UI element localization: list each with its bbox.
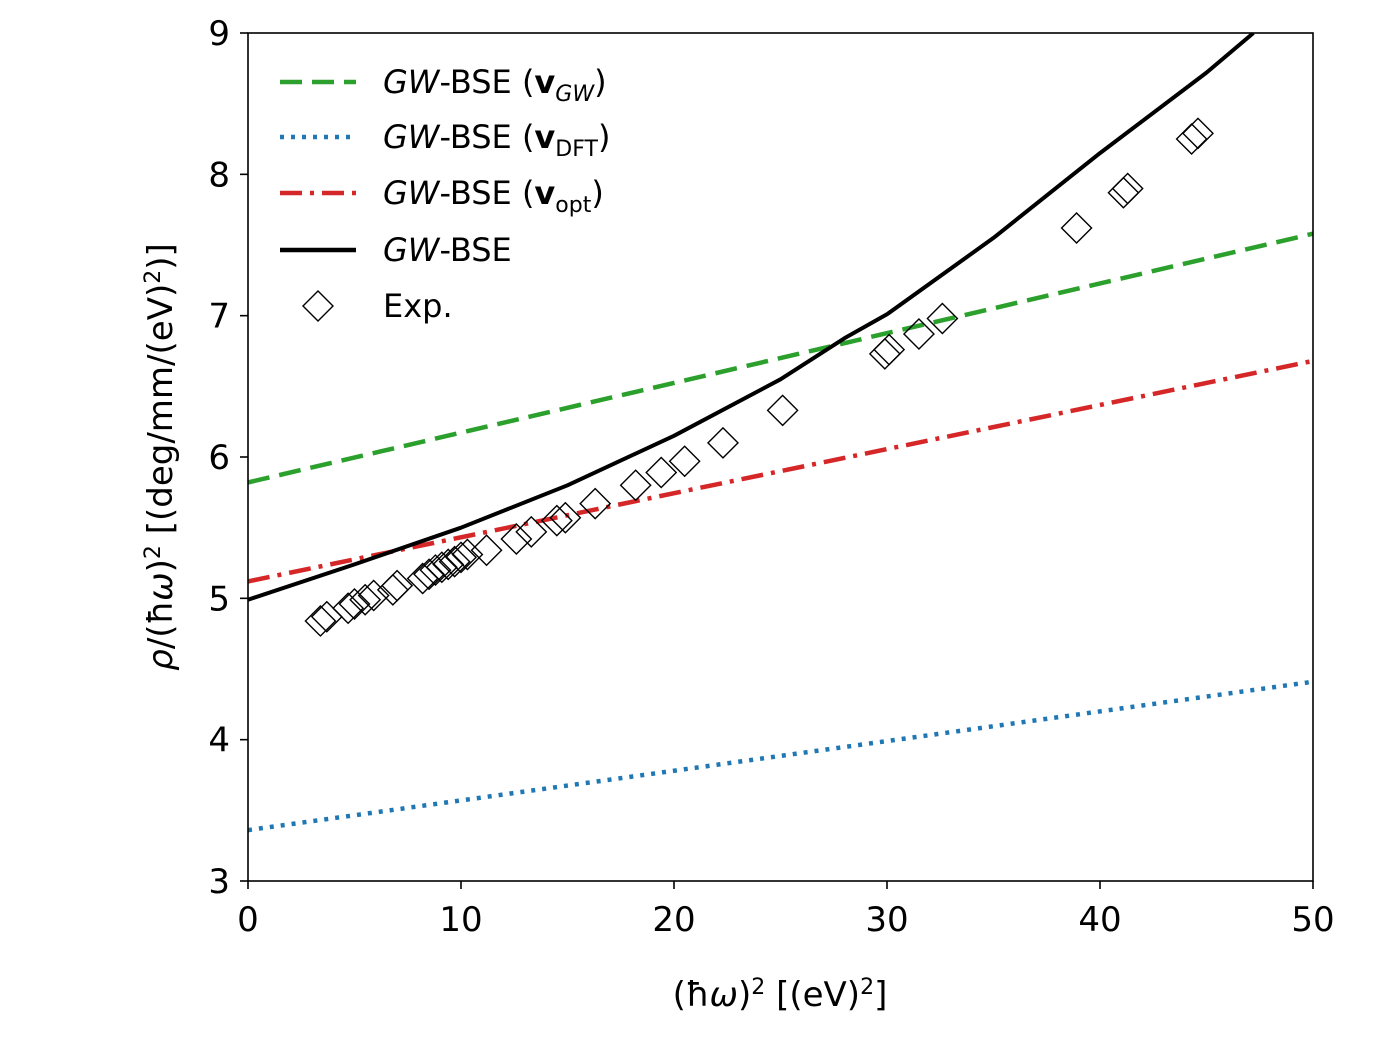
exp-data-point	[310, 600, 343, 633]
exp-data-point	[926, 302, 959, 335]
exp-data-point	[445, 541, 477, 574]
legend: GW-BSE (vGW) GW-BSE (vDFT) GW-BSE (vopt) GW…	[280, 63, 610, 325]
legend-label-4: Exp.	[383, 287, 453, 325]
legend-label-2: GW-BSE (vopt)	[383, 174, 604, 218]
exp-data-point	[645, 456, 678, 489]
exp-data-point	[515, 515, 548, 548]
y-axis-label: ρ/(ħω)2 [(deg/mm/(eV)2)]	[141, 243, 182, 671]
series-line-0	[248, 231, 1313, 485]
x-axis: 0 10 20 30 40 50	[237, 881, 1335, 940]
exp-data-point	[470, 534, 503, 567]
exp-data-point	[349, 583, 382, 616]
exp-data-point	[668, 445, 701, 478]
y-tick-label: 5	[208, 579, 230, 619]
marker-layer	[304, 117, 1214, 637]
exp-data-point	[1111, 172, 1144, 205]
legend-label-1: GW-BSE (vDFT)	[383, 118, 610, 162]
exp-data-point	[413, 558, 446, 591]
exp-data-point	[549, 501, 582, 534]
exp-data-point	[500, 522, 533, 555]
y-tick-label: 7	[208, 297, 230, 337]
exp-data-point	[381, 569, 414, 602]
series-line-1	[248, 679, 1313, 833]
exp-data-point	[332, 592, 365, 625]
x-tick-label: 0	[237, 900, 259, 940]
y-tick-label: 4	[208, 721, 230, 761]
series-layer	[248, 33, 1313, 833]
y-tick-label: 8	[208, 155, 230, 195]
x-tick-label: 20	[652, 900, 695, 940]
exp-data-point	[619, 469, 652, 502]
y-tick-label: 3	[208, 862, 230, 902]
y-axis: 3 4 5 6 7 8 9	[208, 14, 248, 902]
y-tick-label: 6	[208, 438, 230, 478]
exp-data-point	[1175, 123, 1208, 155]
plot-frame	[247, 32, 1314, 882]
exp-data-point	[438, 545, 471, 578]
exp-data-point	[873, 333, 906, 366]
exp-data-point	[868, 337, 901, 370]
exp-data-point	[579, 487, 612, 520]
series-line-3	[248, 33, 1255, 602]
exp-data-point	[1107, 176, 1140, 209]
exp-data-point	[357, 579, 390, 612]
x-axis-label: (ħω)2 [(eV)2]	[673, 975, 888, 1016]
x-tick-label: 30	[865, 900, 908, 940]
exp-data-point	[1060, 212, 1093, 245]
x-tick-label: 40	[1078, 900, 1121, 940]
legend-label-0: GW-BSE (vGW)	[383, 63, 607, 107]
exp-data-point	[1181, 117, 1214, 150]
exp-data-point	[338, 587, 371, 620]
exp-data-point	[419, 554, 452, 587]
exp-data-point	[707, 426, 739, 459]
exp-data-point	[451, 538, 484, 571]
exp-data-point	[540, 504, 573, 537]
exp-data-point	[902, 318, 935, 351]
legend-label-3: GW-BSE	[383, 231, 512, 269]
legend-marker-exp	[302, 290, 334, 322]
y-tick-label: 9	[208, 14, 230, 54]
x-tick-label: 50	[1291, 900, 1334, 940]
series-line-2	[248, 358, 1313, 584]
exp-data-point	[304, 604, 337, 637]
exp-data-point	[766, 394, 799, 427]
x-tick-label: 10	[439, 900, 482, 940]
